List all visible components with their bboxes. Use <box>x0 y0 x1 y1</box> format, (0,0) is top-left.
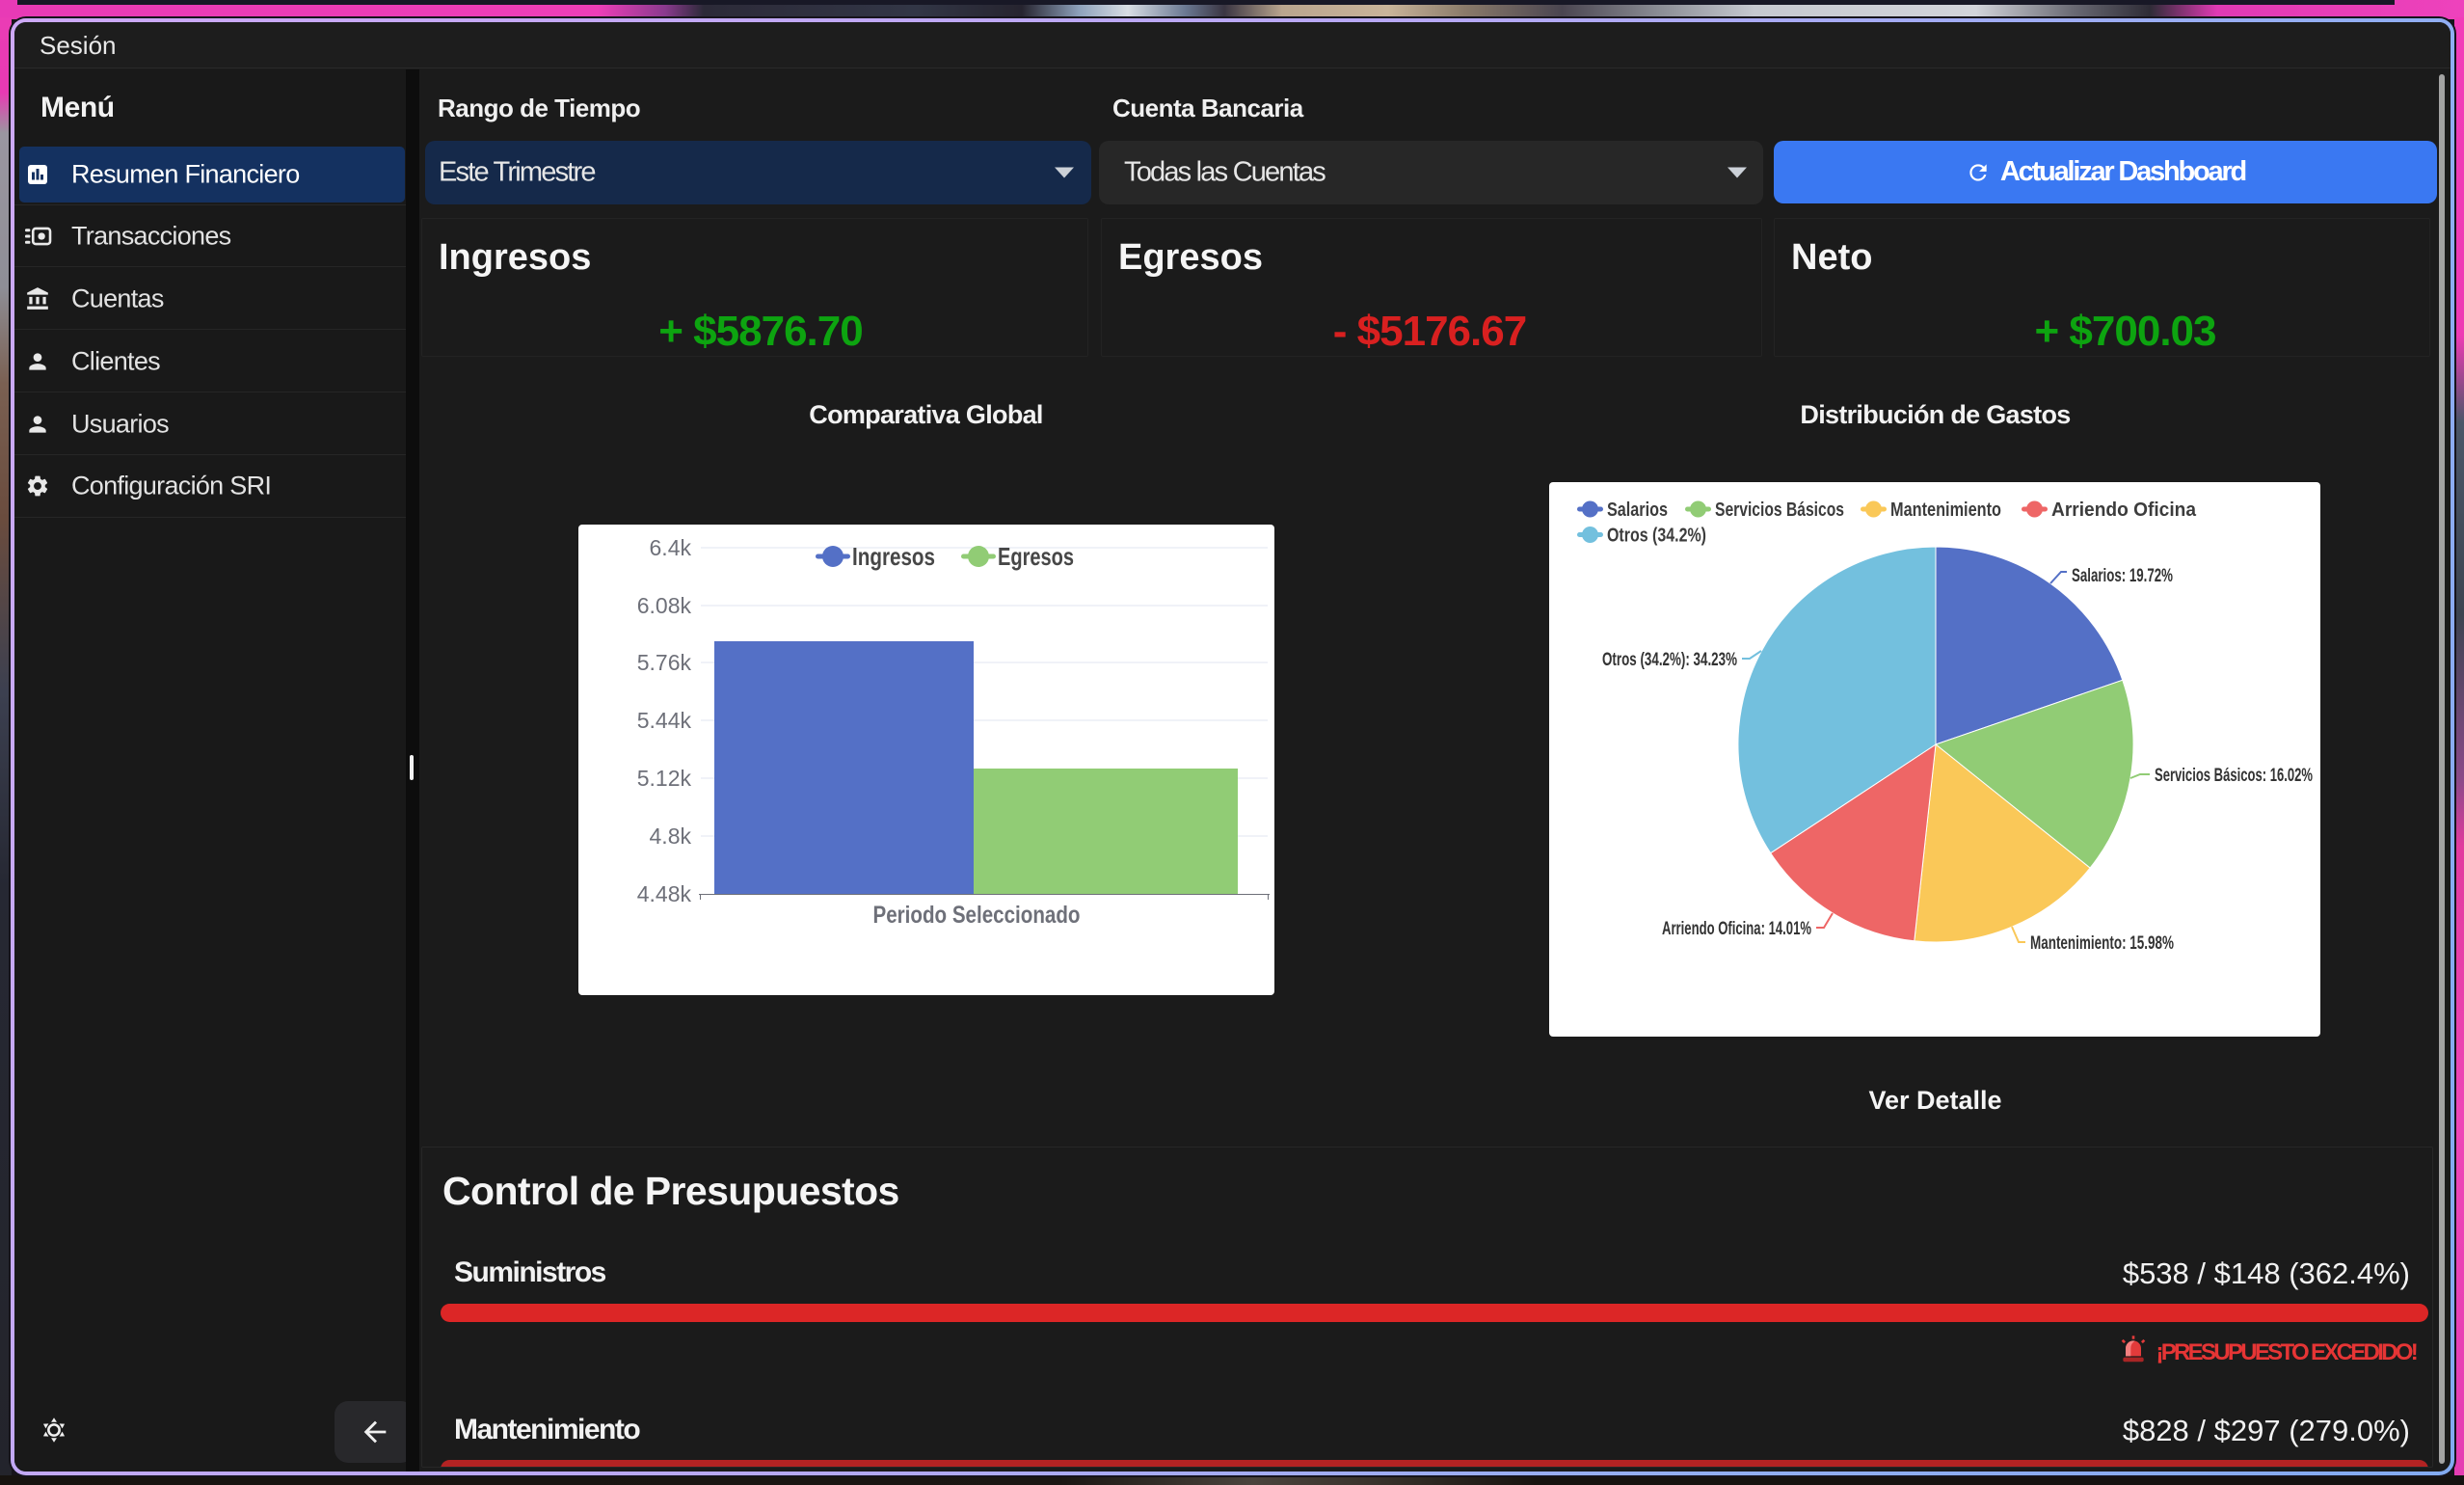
svg-text:Arriendo Oficina: Arriendo Oficina <box>2051 500 2197 521</box>
svg-text:5.44k: 5.44k <box>637 708 692 733</box>
svg-text:5.76k: 5.76k <box>637 650 692 675</box>
svg-text:6.4k: 6.4k <box>650 535 692 560</box>
svg-text:4.48k: 4.48k <box>637 881 692 906</box>
svg-text:6.08k: 6.08k <box>637 593 692 618</box>
svg-text:Mantenimiento: 15.98%: Mantenimiento: 15.98% <box>2030 933 2174 954</box>
svg-text:Periodo Seleccionado: Periodo Seleccionado <box>873 902 1081 929</box>
svg-text:Mantenimiento: Mantenimiento <box>1890 500 2001 521</box>
svg-text:5.12k: 5.12k <box>637 766 692 791</box>
svg-text:Otros (34.2%): 34.23%: Otros (34.2%): 34.23% <box>1602 650 1737 670</box>
svg-text:Egresos: Egresos <box>998 542 1074 571</box>
svg-text:Ingresos: Ingresos <box>852 542 935 571</box>
svg-text:Servicios Básicos: Servicios Básicos <box>1715 500 1844 521</box>
svg-text:Servicios Básicos: 16.02%: Servicios Básicos: 16.02% <box>2155 766 2313 786</box>
svg-text:Salarios: Salarios <box>1607 500 1668 521</box>
svg-text:Salarios: 19.72%: Salarios: 19.72% <box>2072 566 2173 586</box>
svg-text:4.8k: 4.8k <box>650 824 692 849</box>
svg-text:Arriendo Oficina: 14.01%: Arriendo Oficina: 14.01% <box>1662 919 1811 939</box>
svg-text:Otros (34.2%): Otros (34.2%) <box>1607 526 1706 547</box>
